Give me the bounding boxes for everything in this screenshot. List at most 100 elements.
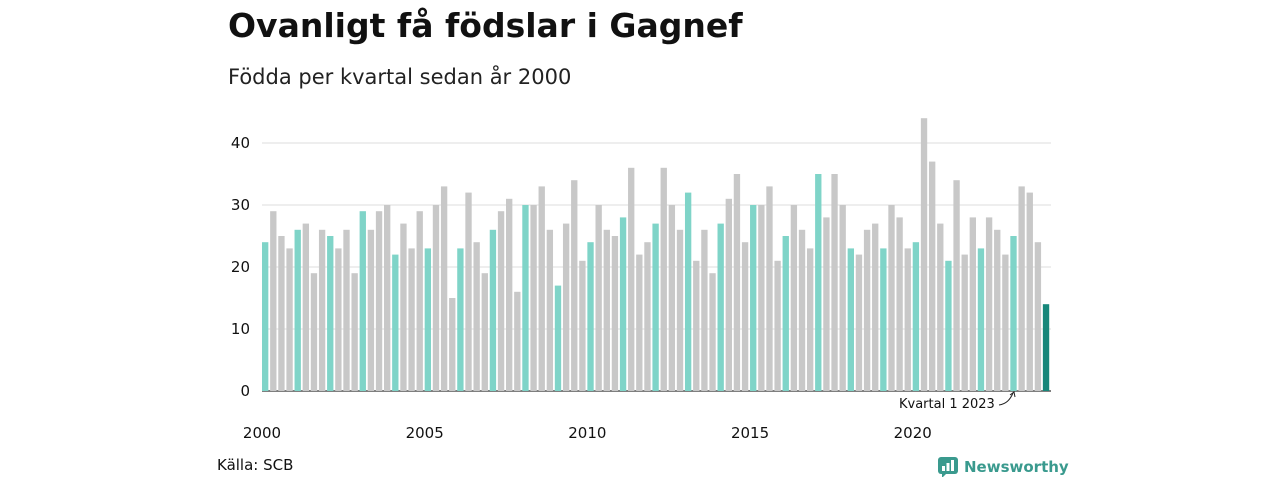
annotation-arrow [998, 392, 1014, 406]
bar-2004-q3 [408, 248, 415, 391]
bar-2021-q1 [945, 260, 952, 391]
bar-2020-q2 [920, 118, 928, 391]
bar-2005-q4 [449, 298, 456, 391]
bar-2023-q1 [1010, 236, 1017, 391]
bar-series [262, 118, 1050, 391]
bar-2008-q3 [538, 186, 545, 391]
bar-2010-q1 [587, 242, 594, 391]
bar-2022-q3 [994, 229, 1001, 391]
chart-subtitle: Födda per kvartal sedan år 2000 [228, 65, 572, 89]
bar-2000-q3 [278, 236, 285, 391]
bar-2019-q3 [896, 217, 903, 391]
bar-2005-q1 [424, 248, 432, 391]
bar-2017-q2 [823, 217, 830, 391]
bar-2003-q3 [375, 211, 383, 391]
bar-2001-q3 [310, 273, 318, 391]
bar-2013-q2 [693, 260, 700, 391]
bar-2019-q1 [880, 248, 887, 391]
bar-2004-q4 [416, 211, 423, 391]
bar-2016-q4 [806, 248, 814, 391]
bar-2010-q3 [603, 229, 610, 391]
bar-2005-q2 [432, 205, 440, 391]
bar-2013-q3 [701, 229, 708, 391]
bar-2002-q3 [343, 229, 350, 391]
bar-2023-q3 [1026, 192, 1033, 391]
x-tick-label-2000: 2000 [243, 424, 281, 442]
bar-2017-q4 [839, 205, 846, 391]
bar-2003-q2 [367, 229, 375, 391]
newsworthy-logo-icon [938, 457, 958, 477]
bar-2016-q1 [782, 236, 789, 391]
bar-2011-q3 [636, 254, 643, 391]
bar-2008-q1 [522, 205, 529, 391]
bar-2006-q1 [457, 248, 464, 391]
y-tick-label-40: 40 [231, 134, 250, 152]
bar-2018-q3 [863, 229, 871, 391]
bar-2014-q2 [725, 198, 732, 391]
bar-2009-q2 [562, 223, 570, 391]
source-note: Källa: SCB [217, 456, 294, 474]
bar-2012-q4 [676, 229, 684, 391]
y-axis-labels: 0 10 20 30 40 [231, 134, 250, 400]
bar-2017-q1 [815, 174, 822, 391]
bar-2004-q1 [392, 254, 399, 391]
bar-2012-q1 [652, 223, 659, 391]
bar-2005-q3 [440, 186, 448, 391]
bar-2023-q2 [1018, 186, 1025, 391]
bar-2006-q3 [473, 242, 480, 391]
bar-2000-q4 [286, 248, 293, 391]
y-tick-label-10: 10 [231, 320, 250, 338]
chart-title: Ovanligt få födslar i Gagnef [228, 6, 743, 45]
bar-2020-q1 [912, 242, 920, 391]
bar-chart: 0 10 20 30 40 2000 2005 2010 2015 2020 Kvartal 1… [231, 118, 1051, 442]
bar-2002-q1 [327, 236, 334, 391]
bar-2019-q2 [888, 205, 895, 391]
annotation-arrowhead [1009, 391, 1016, 398]
bar-2020-q4 [937, 223, 944, 391]
bar-2003-q4 [384, 205, 391, 391]
y-tick-label-30: 30 [231, 196, 250, 214]
bar-2014-q4 [741, 242, 749, 391]
x-axis-labels: 2000 2005 2010 2015 2020 [243, 424, 932, 442]
bar-2015-q4 [774, 260, 781, 391]
bar-2012-q2 [660, 167, 667, 391]
bar-2018-q2 [855, 254, 863, 391]
bar-2022-q1 [977, 248, 985, 391]
x-tick-label-2005: 2005 [406, 424, 444, 442]
x-tick-label-2010: 2010 [568, 424, 606, 442]
bar-2010-q2 [595, 205, 602, 391]
bar-2002-q4 [351, 273, 358, 391]
x-tick-label-2015: 2015 [731, 424, 769, 442]
bar-2016-q2 [790, 205, 798, 391]
bar-2009-q1 [554, 285, 562, 391]
bar-2020-q3 [928, 161, 936, 391]
bar-2021-q4 [969, 217, 976, 391]
bar-2001-q2 [302, 223, 310, 391]
y-tick-label-0: 0 [240, 382, 250, 400]
bar-2013-q1 [684, 192, 692, 391]
bar-2010-q4 [611, 236, 619, 391]
bar-2003-q1 [359, 211, 366, 391]
bar-2000-q1 [262, 242, 269, 391]
bar-2011-q1 [619, 217, 627, 391]
bar-2018-q4 [872, 223, 879, 391]
bar-2007-q3 [506, 198, 513, 391]
bar-2015-q1 [750, 205, 757, 391]
bar-2008-q2 [530, 205, 537, 391]
bar-2023-q4 [1034, 242, 1042, 391]
bar-2007-q2 [497, 211, 505, 391]
y-tick-label-20: 20 [231, 258, 250, 276]
latest-annotation: Kvartal 1 2023 [899, 391, 1016, 412]
bar-2001-q4 [318, 229, 326, 391]
bar-2008-q4 [546, 229, 554, 391]
bar-2009-q3 [571, 180, 578, 391]
bar-2002-q2 [335, 248, 342, 391]
bar-2012-q3 [668, 205, 676, 391]
bar-2013-q4 [709, 273, 716, 391]
bar-2018-q1 [847, 248, 854, 391]
bar-2015-q3 [766, 186, 773, 391]
bar-2022-q4 [1002, 254, 1009, 391]
bar-2021-q3 [961, 254, 968, 391]
annotation-label: Kvartal 1 2023 [899, 397, 995, 412]
brand-logo: Newsworthy [938, 456, 1069, 478]
